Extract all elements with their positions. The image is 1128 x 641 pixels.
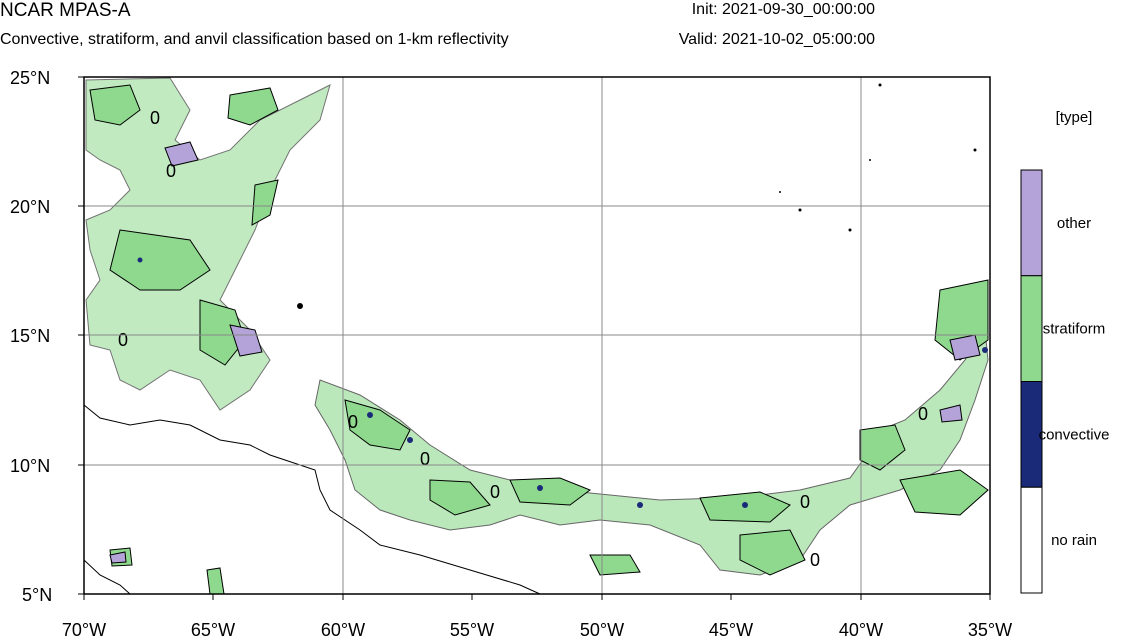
stratiform-region	[227, 87, 279, 126]
convective-core	[137, 257, 143, 263]
precip-speckle	[779, 191, 781, 193]
legend-label: no rain	[1051, 532, 1097, 549]
stratiform-region	[109, 229, 211, 291]
contour-label: 0	[150, 108, 160, 128]
precip-speckle	[973, 148, 977, 152]
lat-label: 15°N	[10, 326, 50, 346]
precip-speckle	[798, 208, 802, 212]
legend: [type] other stratiform convective no rain	[1020, 109, 1110, 594]
lon-labels: 70°W 65°W 60°W 55°W 50°W 45°W 40°W 35°W	[62, 620, 1012, 640]
convective-core	[742, 502, 748, 508]
lat-label: 10°N	[10, 456, 50, 476]
stratiform-region	[199, 299, 246, 366]
lon-label: 70°W	[62, 620, 106, 640]
stratiform-region	[859, 424, 906, 471]
legend-swatches	[1020, 169, 1043, 594]
precip-speckle	[848, 228, 852, 232]
lat-label: 25°N	[10, 68, 50, 88]
coastline	[83, 404, 541, 595]
convective-core	[537, 485, 543, 491]
gridlines	[84, 77, 990, 594]
lon-label: 35°W	[968, 620, 1012, 640]
other-region	[949, 334, 981, 361]
other-region	[164, 141, 199, 167]
contour-label: 0	[118, 330, 128, 350]
plot-area: 0 0 0 0 0 0 0 0 0	[83, 76, 991, 595]
map-subtitle: Convective, stratiform, and anvil classi…	[0, 31, 509, 48]
precip-speckle	[869, 159, 871, 161]
lat-labels: 25°N 20°N 15°N 10°N 5°N	[10, 68, 52, 605]
convective-core	[637, 502, 643, 508]
stratiform-region	[429, 479, 491, 516]
lat-label: 20°N	[10, 197, 50, 217]
contour-label: 0	[800, 492, 810, 512]
other-region	[229, 324, 263, 357]
contour-label: 0	[166, 161, 176, 181]
legend-label: other	[1057, 215, 1091, 232]
axis-ticks	[78, 76, 991, 600]
legend-label: convective	[1039, 426, 1110, 443]
contour-label: 0	[348, 412, 358, 432]
stratiform-region	[89, 84, 141, 126]
precip-speckle	[878, 83, 882, 87]
stratiform-region	[509, 477, 592, 506]
stratiform-region	[251, 179, 279, 226]
convective-core	[367, 412, 373, 418]
contour-labels: 0 0 0 0 0 0 0 0 0	[118, 108, 928, 570]
other-region	[109, 551, 127, 564]
lat-label: 5°N	[22, 585, 52, 605]
lon-label: 50°W	[580, 620, 624, 640]
legend-labels: other stratiform convective no rain	[1039, 215, 1110, 549]
contour-label: 0	[918, 404, 928, 424]
lon-label: 40°W	[839, 620, 883, 640]
stratiform-region	[85, 77, 331, 411]
lon-label: 55°W	[450, 620, 494, 640]
stratiform-region	[739, 529, 806, 576]
legend-label: stratiform	[1043, 321, 1106, 338]
convective-core	[407, 437, 413, 443]
other-region	[939, 404, 963, 423]
contour-label: 0	[420, 449, 430, 469]
convective-core	[297, 303, 303, 309]
contour-label: 0	[490, 482, 500, 502]
lon-label: 60°W	[321, 620, 365, 640]
lon-label: 65°W	[191, 620, 235, 640]
legend-swatch	[1020, 486, 1043, 594]
legend-swatch	[1020, 275, 1043, 382]
stratiform-region	[314, 328, 989, 576]
legend-swatch	[1020, 169, 1043, 277]
legend-title: [type]	[1056, 109, 1093, 126]
coastline	[83, 559, 131, 595]
valid-time: Valid: 2021-10-02_05:00:00	[678, 31, 875, 48]
lon-label: 45°W	[709, 620, 753, 640]
stratiform-region	[899, 469, 989, 516]
convective-core	[982, 347, 988, 353]
map-title: NCAR MPAS-A	[0, 0, 131, 21]
stratiform-region	[344, 399, 411, 451]
init-time: Init: 2021-09-30_00:00:00	[691, 1, 875, 18]
contour-label: 0	[810, 550, 820, 570]
precip-fields	[85, 77, 989, 595]
